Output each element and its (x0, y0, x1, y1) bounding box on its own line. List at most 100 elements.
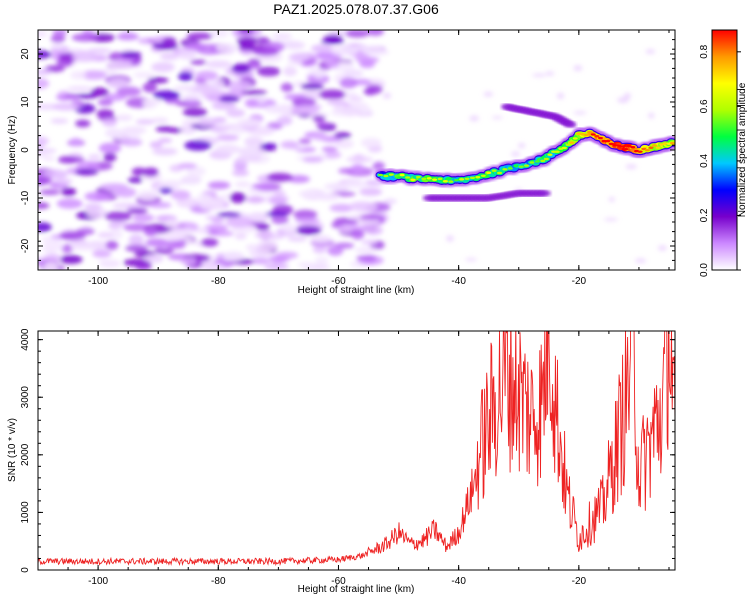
noise-blob (38, 152, 48, 158)
noise-blob (573, 111, 587, 115)
noise-blob (107, 223, 122, 230)
spectrogram-x-ticks: -100 -80 -60 -40 -20 (37, 30, 670, 287)
noise-blob (222, 251, 246, 262)
noise-blob (38, 69, 52, 76)
y-tick-label: 2000 (20, 443, 31, 466)
spectrogram-y-ticks: -20 -10 0 10 20 (20, 29, 675, 271)
noise-blob (211, 217, 225, 224)
noise-blob (226, 108, 246, 118)
noise-blob (315, 121, 331, 128)
noise-blob (86, 207, 108, 219)
ridge-peak (507, 167, 513, 170)
noise-blob (312, 245, 327, 254)
noise-blobs (38, 30, 667, 270)
ridge-peak (405, 176, 411, 179)
ridge-peak (590, 133, 596, 136)
noise-blob (50, 34, 66, 43)
noise-blob (245, 244, 259, 251)
noise-blob (216, 212, 241, 218)
noise-blob (297, 261, 315, 268)
noise-blob (97, 232, 114, 239)
ridge-peak (442, 179, 448, 183)
ridge-peak (670, 142, 675, 145)
colorbar-tick-label: 0.0 (699, 263, 710, 277)
noise-blob (193, 77, 206, 84)
noise-blob (295, 225, 322, 236)
noise-blob (556, 92, 565, 100)
noise-blob (99, 183, 128, 191)
noise-blob (276, 116, 293, 126)
noise-blob (288, 53, 310, 62)
noise-blob (343, 69, 364, 78)
noise-blob (87, 154, 102, 161)
noise-blob (38, 175, 52, 185)
noise-blob (216, 134, 240, 142)
noise-blob (283, 40, 306, 50)
colorbar-tick-label: 0.2 (699, 208, 710, 222)
y-tick-label: 10 (20, 96, 31, 108)
noise-blob (113, 132, 141, 141)
noise-blob (75, 119, 91, 128)
x-tick-label: -80 (211, 576, 226, 587)
signal-ridge (374, 103, 675, 201)
noise-blob (608, 196, 615, 202)
y-tick-label: 0 (20, 147, 31, 153)
noise-blob (38, 148, 57, 154)
noise-blob (177, 162, 197, 169)
noise-blob (283, 66, 297, 77)
noise-blob (210, 30, 229, 38)
ridge-peak (388, 173, 394, 176)
noise-blob (254, 230, 275, 239)
noise-blob (244, 196, 266, 203)
ridge-peak (540, 159, 546, 163)
noise-blob (50, 42, 65, 50)
ridge-peak (605, 139, 611, 143)
noise-blob (145, 238, 169, 247)
noise-blob (372, 161, 385, 171)
noise-blob (251, 257, 270, 265)
y-tick-label: 1000 (20, 501, 31, 524)
noise-blob (164, 231, 185, 241)
ridge-peak (415, 175, 421, 179)
ridge-peak (410, 178, 416, 181)
noise-blob (119, 51, 142, 59)
noise-blob (121, 126, 147, 135)
noise-blob (625, 164, 638, 170)
noise-blob (645, 49, 656, 55)
noise-blob (211, 79, 225, 90)
noise-blob (131, 167, 147, 177)
noise-blob (74, 168, 99, 176)
noise-blob (143, 99, 157, 109)
noise-blob (321, 146, 338, 153)
noise-blob (266, 172, 293, 182)
noise-blob (180, 175, 202, 185)
noise-blob (225, 216, 253, 228)
noise-blob (244, 136, 264, 147)
ridge-peak (469, 176, 475, 180)
noise-blob (234, 181, 251, 188)
noise-blob (327, 30, 351, 36)
ridge-peak (464, 177, 470, 181)
noise-blob (339, 77, 358, 89)
noise-blob (149, 141, 163, 149)
noise-blob (125, 244, 148, 252)
noise-blob (127, 177, 143, 184)
noise-blob (294, 217, 321, 224)
snr-x-label: Height of straight line (km) (298, 584, 415, 595)
noise-blob (275, 251, 299, 259)
noise-blob (176, 197, 200, 208)
noise-blob (648, 112, 655, 119)
ridge-peak (641, 147, 647, 151)
noise-blob (104, 211, 132, 222)
noise-blob (300, 82, 324, 90)
colorbar: 0.0 0.2 0.4 0.6 0.8 Normalized spectral ampl… (699, 29, 748, 277)
noise-blob (179, 94, 204, 101)
snr-x-ticks: -100 -80 -60 -40 -20 (37, 331, 670, 587)
snr-background (38, 331, 675, 570)
noise-blob (178, 71, 193, 82)
ridge-peak (432, 178, 438, 181)
noise-blob (38, 78, 50, 89)
ridge-peak (426, 177, 432, 180)
noise-blob (573, 65, 583, 72)
